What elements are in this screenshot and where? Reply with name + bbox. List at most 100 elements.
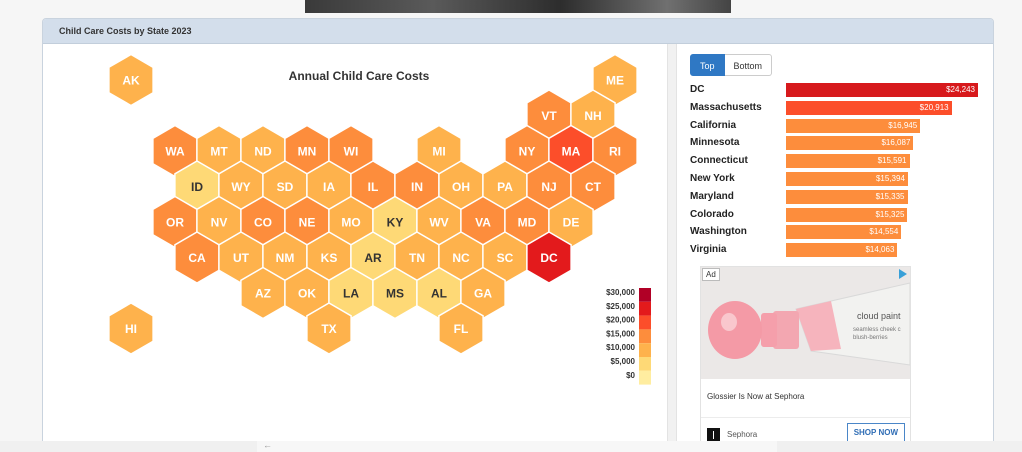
bar-category-label: Virginia xyxy=(690,244,727,256)
state-hex-fl[interactable]: FL xyxy=(438,302,484,355)
legend-swatch xyxy=(639,288,651,302)
state-hex-ri[interactable]: RI xyxy=(592,124,638,178)
state-label: OH xyxy=(452,180,470,194)
legend-label: $15,000 xyxy=(606,329,635,338)
tab-top[interactable]: Top xyxy=(690,54,725,76)
tab-bottom[interactable]: Bottom xyxy=(724,54,773,76)
state-hex-ar[interactable]: AR xyxy=(350,231,396,284)
bar-value-label: $15,325 xyxy=(875,209,905,219)
legend-swatch xyxy=(639,343,651,357)
bar-value-label: $14,554 xyxy=(869,227,899,237)
state-hex-az[interactable]: AZ xyxy=(240,266,286,320)
state-hex-ak[interactable]: AK xyxy=(108,53,154,107)
state-label: ME xyxy=(606,74,624,88)
hex-map-area: Annual Child Care Costs AK ME VT NH WA MT ND MN… xyxy=(43,44,667,451)
state-label: MO xyxy=(341,216,360,230)
bar-row[interactable]: Connecticut $15,591 xyxy=(690,153,982,171)
state-label: MI xyxy=(432,145,445,159)
state-label: HI xyxy=(125,322,137,336)
scroll-left-arrow-icon[interactable]: ← xyxy=(263,440,272,450)
ad-choices-icon[interactable] xyxy=(899,269,907,279)
state-label: LA xyxy=(343,287,359,301)
state-label: IN xyxy=(411,180,423,194)
bar-row[interactable]: Maryland $15,335 xyxy=(690,189,982,207)
bar-row[interactable]: Virginia $14,063 xyxy=(690,242,982,260)
shop-now-button[interactable]: SHOP NOW xyxy=(846,423,905,443)
state-label: MA xyxy=(562,145,581,159)
ad-product-text: seamless cheek c xyxy=(853,327,901,333)
bar[interactable]: $15,325 xyxy=(786,207,908,222)
bar-value-label: $14,063 xyxy=(865,245,895,255)
bar[interactable]: $14,063 xyxy=(786,243,898,258)
bar-row[interactable]: DC $24,243 xyxy=(690,82,982,100)
state-hex-wv[interactable]: WV xyxy=(416,195,462,249)
bar-value-label: $16,945 xyxy=(888,120,918,130)
bar-category-label: Minnesota xyxy=(690,137,740,149)
state-label: DC xyxy=(540,251,558,265)
state-label: FL xyxy=(454,322,469,336)
bar[interactable]: $24,243 xyxy=(786,83,978,97)
state-hex-ms[interactable]: MS xyxy=(372,266,418,320)
bar-category-label: Connecticut xyxy=(690,155,748,167)
bar-value-label: $16,087 xyxy=(881,138,911,148)
bar-row[interactable]: California $16,945 xyxy=(690,118,982,136)
bar[interactable]: $16,945 xyxy=(786,118,921,133)
bar[interactable]: $15,335 xyxy=(786,189,908,204)
bar-category-label: New York xyxy=(690,172,735,184)
bar[interactable]: $16,087 xyxy=(786,136,914,151)
state-label: OK xyxy=(298,287,316,301)
state-hex-oh[interactable]: OH xyxy=(438,160,484,213)
bar-row[interactable]: Minnesota $16,087 xyxy=(690,135,982,153)
ad-footer: Sephora SHOP NOW xyxy=(701,417,910,451)
state-label: MN xyxy=(298,145,317,159)
state-hex-ks[interactable]: KS xyxy=(306,231,352,284)
bar-category-label: Massachusetts xyxy=(690,101,762,113)
state-label: WI xyxy=(344,145,359,159)
bar[interactable]: $14,554 xyxy=(786,225,902,240)
state-label: OR xyxy=(166,216,184,230)
state-hex-dc[interactable]: DC xyxy=(526,231,572,284)
bar-row[interactable]: New York $15,394 xyxy=(690,171,982,189)
bar-category-label: Washington xyxy=(690,226,747,238)
ad-product-text: cloud paint xyxy=(857,311,901,321)
advertisement[interactable]: Ad cloud paint seamless cheek c blush-be… xyxy=(700,266,911,451)
state-label: CO xyxy=(254,216,272,230)
state-hex-shape xyxy=(306,302,352,355)
top-banner-image xyxy=(305,0,731,13)
state-hex-ga[interactable]: GA xyxy=(460,266,506,320)
state-hex-wi[interactable]: WI xyxy=(328,124,374,178)
bar-row[interactable]: Washington $14,554 xyxy=(690,224,982,242)
state-label: AZ xyxy=(255,287,271,301)
ad-product-image[interactable]: cloud paint seamless cheek c blush-berri… xyxy=(701,267,910,379)
bar[interactable]: $15,394 xyxy=(786,171,908,186)
state-hex-ny[interactable]: NY xyxy=(504,124,550,178)
state-label: KS xyxy=(321,251,338,265)
bar-value-label: $15,394 xyxy=(875,173,905,183)
state-label: NH xyxy=(584,109,601,123)
legend-swatch xyxy=(639,370,651,385)
state-label: TN xyxy=(409,251,425,265)
bar-row[interactable]: Colorado $15,325 xyxy=(690,207,982,225)
ad-headline[interactable]: Glossier Is Now at Sephora xyxy=(707,392,805,401)
bar-row[interactable]: Massachusetts $20,913 xyxy=(690,100,982,118)
state-hex-me[interactable]: ME xyxy=(592,53,638,107)
legend-swatch xyxy=(639,301,651,316)
state-label: SC xyxy=(497,251,514,265)
legend-label: $30,000 xyxy=(606,288,635,297)
state-hex-co[interactable]: CO xyxy=(240,195,286,249)
state-label: ND xyxy=(254,145,272,159)
bar-value-label: $15,591 xyxy=(877,156,907,166)
legend-swatch xyxy=(639,315,651,330)
state-label: CT xyxy=(585,180,602,194)
bar[interactable]: $20,913 xyxy=(786,100,952,115)
state-hex-sc[interactable]: SC xyxy=(482,231,528,284)
horizontal-scrollbar[interactable]: ← xyxy=(257,440,777,452)
state-label: WY xyxy=(231,180,250,194)
state-label: UT xyxy=(233,251,250,265)
state-hex-hi[interactable]: HI xyxy=(108,302,154,355)
legend-label: $25,000 xyxy=(606,302,635,311)
panel-title: Child Care Costs by State 2023 xyxy=(43,19,993,44)
state-hex-tx[interactable]: TX xyxy=(306,302,352,355)
bar[interactable]: $15,591 xyxy=(786,154,910,169)
bar-value-label: $20,913 xyxy=(919,102,949,112)
